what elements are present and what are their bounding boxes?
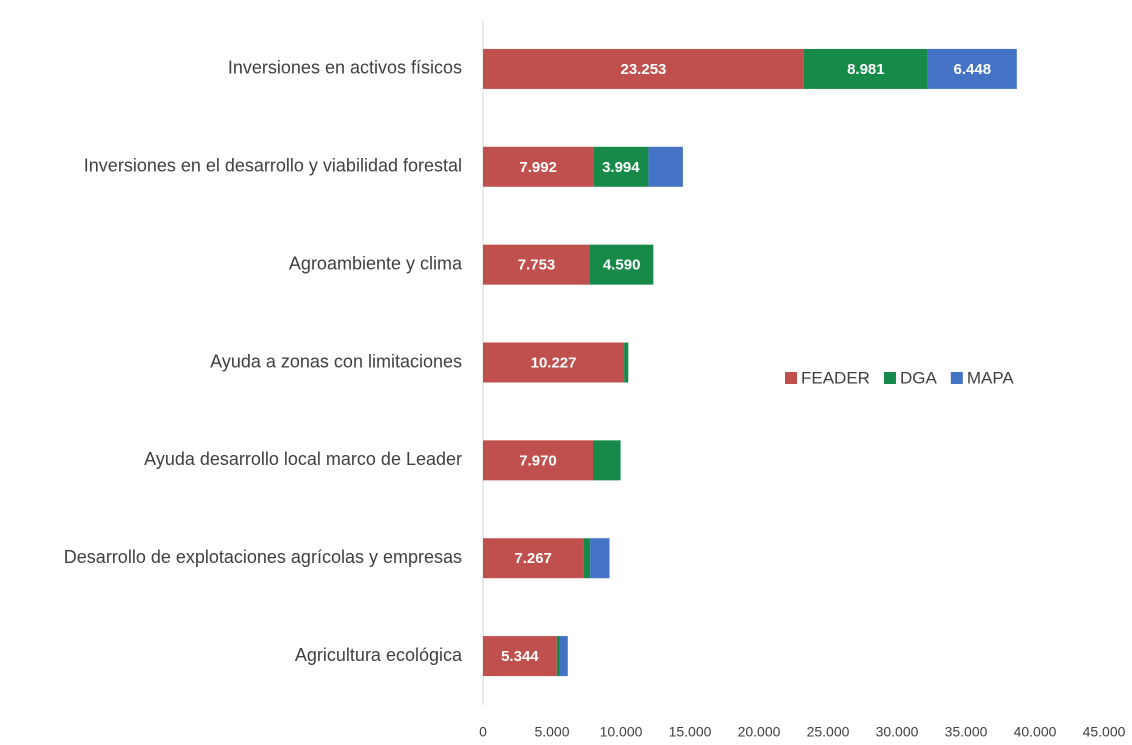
bar-segment	[593, 146, 649, 187]
category-label: Ayuda a zonas con limitaciones	[210, 351, 462, 371]
category-label: Agroambiente y clima	[289, 253, 463, 273]
bar-segment	[483, 440, 593, 481]
bar-segment	[624, 342, 629, 383]
x-tick-label: 20.000	[738, 724, 781, 740]
data-label: 10.227	[531, 354, 577, 371]
x-tick-label: 0	[479, 724, 487, 740]
bar-segment	[483, 146, 594, 187]
x-tick-label: 30.000	[876, 724, 919, 740]
bar-segment	[483, 244, 590, 285]
legend-label: MAPA	[967, 368, 1015, 387]
category-label: Ayuda desarrollo local marco de Leader	[144, 449, 462, 469]
x-tick-label: 25.000	[807, 724, 850, 740]
data-label: 6.448	[954, 61, 992, 78]
data-label: 4.590	[603, 257, 641, 274]
data-label: 7.753	[518, 257, 556, 274]
x-tick-label: 35.000	[945, 724, 988, 740]
x-tick-label: 10.000	[600, 724, 643, 740]
category-label: Inversiones en el desarrollo y viabilida…	[84, 156, 462, 176]
bar-segment	[559, 636, 568, 677]
data-label: 23.253	[621, 61, 667, 78]
x-tick-label: 45.000	[1083, 724, 1126, 740]
bar-segment	[927, 48, 1017, 89]
legend-swatch	[950, 372, 963, 384]
bar-segment	[589, 244, 654, 285]
x-tick-label: 15.000	[669, 724, 712, 740]
legend-label: DGA	[900, 368, 938, 387]
bar-segment	[483, 48, 804, 89]
data-label: 7.970	[519, 452, 557, 469]
legend-swatch	[785, 372, 797, 384]
bar-segment	[592, 440, 621, 481]
x-tick-label: 40.000	[1014, 724, 1057, 740]
bar-segment	[648, 146, 683, 187]
bar-segment	[583, 538, 591, 579]
data-label: 7.992	[519, 159, 557, 176]
category-label: Desarrollo de explotaciones agrícolas y …	[64, 547, 462, 567]
category-label: Inversiones en activos físicos	[228, 58, 462, 78]
bar-segment	[556, 636, 560, 677]
data-label: 7.267	[514, 550, 552, 567]
legend-label: FEADER	[801, 368, 870, 387]
x-tick-label: 5.000	[534, 724, 569, 740]
data-label: 8.981	[847, 61, 885, 78]
legend-swatch	[883, 372, 896, 384]
bar-segment	[803, 48, 928, 89]
bar-segment	[590, 538, 610, 579]
bar-segment	[483, 342, 625, 383]
data-label: 5.344	[501, 648, 539, 665]
bar-segment	[483, 538, 584, 579]
category-label: Agricultura ecológica	[295, 645, 463, 665]
data-label: 3.994	[602, 159, 640, 176]
bar-segment	[483, 636, 557, 677]
